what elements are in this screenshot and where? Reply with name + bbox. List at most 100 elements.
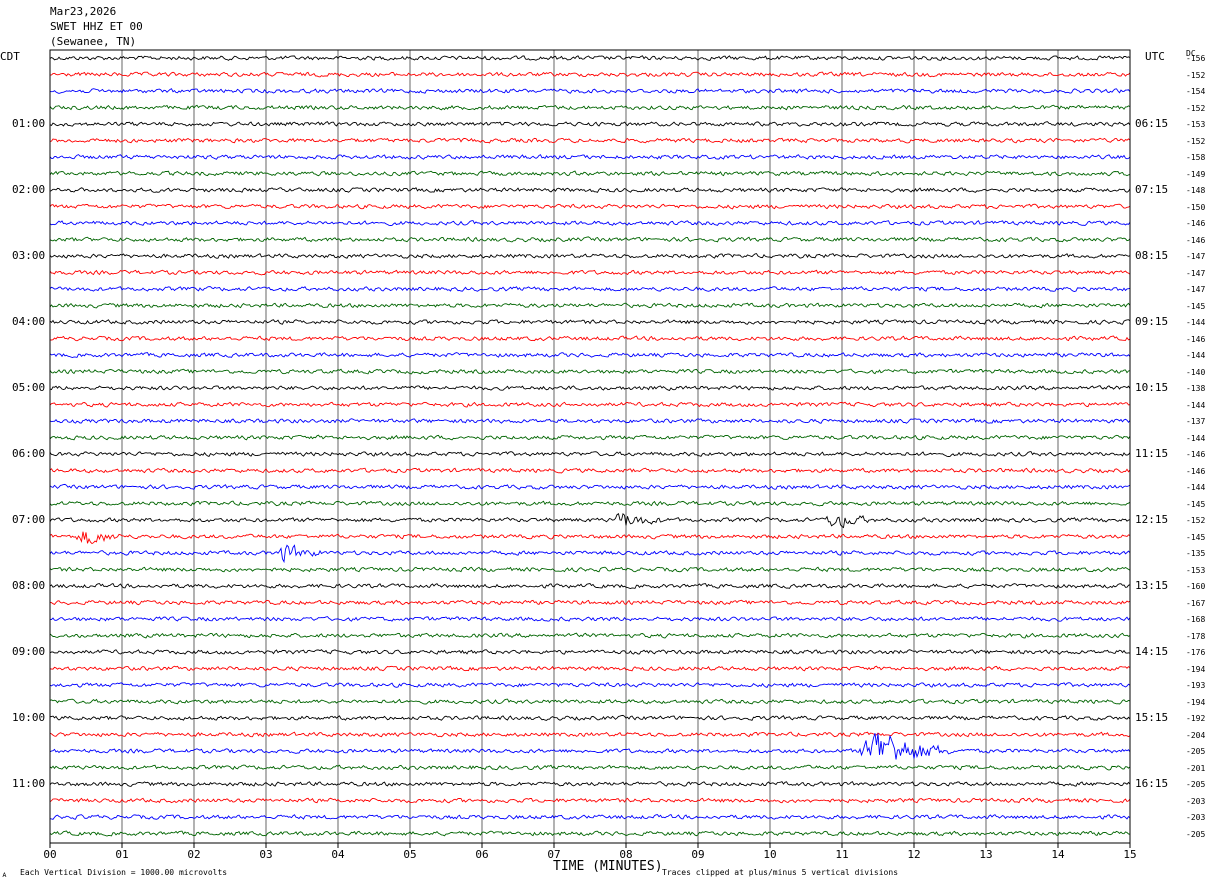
left-time-label: 11:00 xyxy=(12,777,46,790)
dc-offset-label: -201 xyxy=(1186,763,1206,773)
x-tick-label: 07 xyxy=(547,848,561,861)
trace-line xyxy=(49,418,1131,424)
right-zone-label: UTC xyxy=(1145,50,1165,63)
dc-label: DC xyxy=(1186,49,1196,58)
dc-offset-label: -150 xyxy=(1186,202,1206,212)
dc-offset-label: -192 xyxy=(1186,714,1206,723)
x-tick-label: 15 xyxy=(1123,848,1137,861)
dc-offset-label: -194 xyxy=(1186,697,1206,707)
x-tick-label: 09 xyxy=(691,848,705,861)
dc-offset-label: -156 xyxy=(1186,54,1206,63)
dc-offset-label: -152 xyxy=(1186,103,1206,113)
dc-offset-label: -147 xyxy=(1186,285,1206,294)
x-tick-label: 10 xyxy=(763,848,777,861)
trace-line xyxy=(49,302,1131,309)
x-tick-label: 05 xyxy=(403,848,417,861)
dc-offset-label: -137 xyxy=(1186,417,1206,426)
dc-offset-label: -168 xyxy=(1186,615,1206,624)
left-time-label: 04:00 xyxy=(12,315,46,328)
dc-offset-label: -153 xyxy=(1186,120,1206,129)
trace-line xyxy=(49,531,1131,545)
trace-line xyxy=(49,269,1131,276)
left-time-label: 01:00 xyxy=(12,117,46,130)
dc-offset-label: -144 xyxy=(1186,351,1206,360)
left-time-label: 03:00 xyxy=(12,249,46,262)
left-time-label: 08:00 xyxy=(12,579,46,592)
trace-line xyxy=(49,253,1131,259)
x-tick-label: 04 xyxy=(331,848,345,861)
dc-offset-label: -135 xyxy=(1186,549,1206,558)
trace-line xyxy=(49,781,1131,787)
trace-line xyxy=(49,698,1131,705)
location-label: (Sewanee, TN) xyxy=(50,35,137,48)
x-tick-label: 01 xyxy=(115,848,129,861)
x-tick-label: 06 xyxy=(475,848,489,861)
dc-offset-label: -138 xyxy=(1186,384,1206,393)
left-time-label: 06:00 xyxy=(12,447,46,460)
dc-offset-label: -147 xyxy=(1186,252,1206,261)
trace-line xyxy=(49,88,1131,94)
dc-offset-label: -145 xyxy=(1186,499,1206,509)
right-time-label: 09:15 xyxy=(1135,315,1169,328)
dc-offset-label: -152 xyxy=(1186,136,1206,146)
clip-note: Traces clipped at plus/minus 5 vertical … xyxy=(662,868,899,877)
trace-line xyxy=(49,401,1131,408)
trace-line xyxy=(49,236,1131,243)
station-label: SWET HHZ ET 00 xyxy=(50,20,143,33)
dc-offset-label: -203 xyxy=(1186,796,1206,806)
dc-offset-label: -146 xyxy=(1186,450,1206,459)
scale-note: Each Vertical Division = 1000.00 microvo… xyxy=(20,868,228,877)
dc-offset-label: -167 xyxy=(1186,598,1206,608)
dc-offset-label: -205 xyxy=(1186,780,1206,789)
trace-line xyxy=(49,512,1131,529)
trace-line xyxy=(49,352,1131,358)
dc-offset-label: -145 xyxy=(1186,301,1206,311)
dc-offset-label: -146 xyxy=(1186,219,1206,228)
trace-line xyxy=(49,220,1131,226)
trace-line xyxy=(49,154,1131,160)
dc-offset-label: -149 xyxy=(1186,169,1206,179)
dc-offset-label: -194 xyxy=(1186,664,1206,674)
grid xyxy=(49,50,1131,848)
dc-offset-label: -146 xyxy=(1186,466,1206,476)
trace-line xyxy=(49,385,1131,391)
right-time-label: 10:15 xyxy=(1135,381,1169,394)
right-time-label: 16:15 xyxy=(1135,777,1169,790)
x-tick-label: 12 xyxy=(907,848,921,861)
left-time-label: 09:00 xyxy=(12,645,46,658)
date-label: Mar23,2026 xyxy=(50,5,117,18)
dc-offset-label: -160 xyxy=(1186,582,1206,591)
trace-line xyxy=(49,500,1131,507)
dc-offset-label: -152 xyxy=(1186,516,1206,525)
x-tick-label: 14 xyxy=(1051,848,1065,861)
trace-line xyxy=(49,319,1131,325)
dc-offset-label: -205 xyxy=(1186,747,1206,756)
dc-offset-label: -144 xyxy=(1186,318,1206,327)
trace-line xyxy=(49,170,1131,177)
trace-line xyxy=(49,121,1131,127)
dc-offset-label: -204 xyxy=(1186,730,1206,740)
right-time-label: 14:15 xyxy=(1135,645,1169,658)
right-time-label: 15:15 xyxy=(1135,711,1169,724)
trace-line xyxy=(49,665,1131,672)
corner-mark: ᴀ xyxy=(2,870,7,879)
trace-line xyxy=(49,483,1131,490)
dc-offset-label: -153 xyxy=(1186,565,1206,575)
trace-line xyxy=(49,632,1131,639)
trace-line xyxy=(49,682,1131,688)
x-tick-label: 03 xyxy=(259,848,273,861)
dc-offset-label: -144 xyxy=(1186,400,1206,410)
trace-line xyxy=(49,714,1131,721)
dc-offset-label: -193 xyxy=(1186,681,1206,690)
dc-offset-label: -154 xyxy=(1186,87,1206,96)
trace-line xyxy=(49,368,1131,375)
trace-line xyxy=(50,599,1131,606)
dc-offset-label: -146 xyxy=(1186,334,1206,344)
right-time-label: 13:15 xyxy=(1135,579,1169,592)
x-tick-label: 02 xyxy=(187,848,201,861)
trace-line xyxy=(49,544,1131,564)
trace-line xyxy=(49,55,1131,61)
x-tick-label: 13 xyxy=(979,848,993,861)
trace-line xyxy=(49,731,1131,738)
